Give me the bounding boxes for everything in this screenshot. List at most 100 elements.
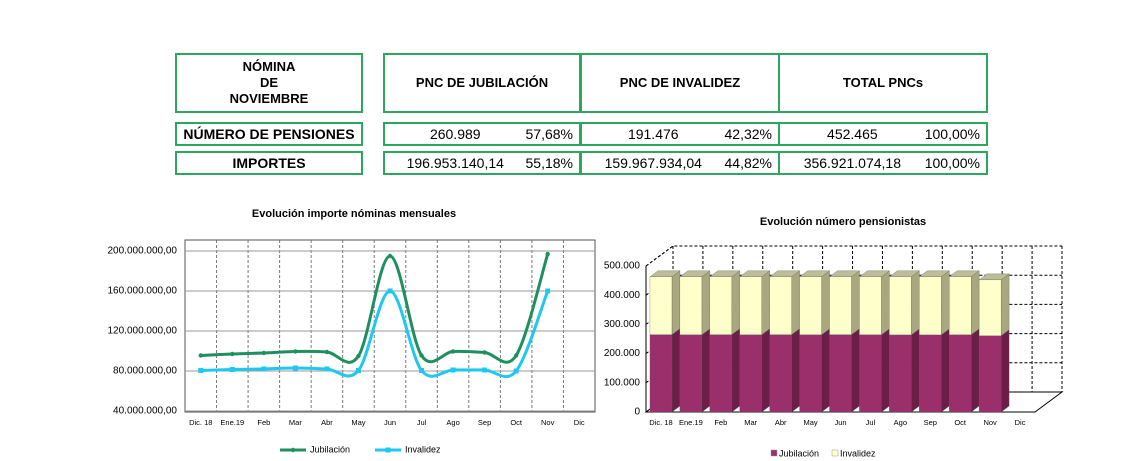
value-cell: 191.476 42,32% <box>580 122 780 146</box>
bar-front <box>919 276 942 336</box>
bar-segment <box>918 270 950 336</box>
bar-side <box>911 328 920 413</box>
point-marker <box>198 368 204 373</box>
legend-swatch <box>770 449 778 457</box>
legend-label: Invalidez <box>405 444 441 454</box>
bar-side <box>671 328 681 413</box>
legend-swatch <box>831 449 839 457</box>
x-tick-label: Abr <box>321 418 333 427</box>
point-marker <box>356 353 361 359</box>
bar-segment <box>859 328 890 413</box>
x-tick-label: Jul <box>866 418 876 427</box>
y-tick-label: 120.000.000,00 <box>107 326 177 337</box>
bar-segment <box>769 270 801 335</box>
bar-side <box>761 328 770 413</box>
bar-front <box>978 279 1002 336</box>
point-marker <box>324 366 330 372</box>
x-tick-label: Feb <box>257 418 270 427</box>
legend-label: Invalidez <box>840 448 876 458</box>
bar-front <box>799 276 822 335</box>
point-marker <box>198 353 203 358</box>
bar-segment <box>649 270 681 335</box>
chart-title: Evolución importe nóminas mensuales <box>252 208 456 220</box>
bar-front <box>829 334 852 413</box>
bar-segment <box>978 273 1010 337</box>
point-marker <box>230 351 235 357</box>
bar-segment <box>858 270 890 336</box>
bar-segment <box>709 328 740 413</box>
chart-title: Evolución número pensionistas <box>760 216 926 228</box>
cell-percent: 100,00% <box>924 126 980 142</box>
x-tick-label: Sep <box>478 418 491 427</box>
bar-front <box>949 276 972 335</box>
point-marker <box>324 349 330 355</box>
cell-percent: 44,82% <box>724 155 772 171</box>
bar-front <box>799 334 822 413</box>
cell-percent: 100,00% <box>924 155 980 171</box>
point-marker <box>261 366 267 372</box>
bar-side <box>941 270 950 336</box>
x-tick-label: May <box>351 418 365 427</box>
column-header: TOTAL PNCs <box>778 53 988 113</box>
cell-percent: 42,32% <box>724 126 772 142</box>
y-tick-label: 400.000 <box>604 290 641 301</box>
bar-side <box>791 270 800 335</box>
bar-front <box>739 334 762 413</box>
x-tick-label: Abr <box>775 418 787 427</box>
point-marker <box>545 251 550 257</box>
x-tick-label: Mar <box>289 418 302 427</box>
bar-segment <box>679 328 711 413</box>
bar-front <box>739 276 762 335</box>
bar-side <box>701 328 711 413</box>
value-cell: 452.465 100,00% <box>778 122 988 146</box>
bar-side <box>881 328 890 413</box>
point-marker <box>261 350 267 356</box>
x-tick-label: Oct <box>510 418 523 427</box>
bar-side <box>1000 329 1010 413</box>
bar-side <box>701 270 711 336</box>
bar-front <box>919 334 942 413</box>
bar-front <box>889 334 912 413</box>
x-tick-label: Jul <box>417 418 427 427</box>
bar-side <box>821 328 830 413</box>
cell-value: 191.476 <box>627 126 679 142</box>
legend-label: Jubilación <box>779 448 819 458</box>
cell-percent: 55,18% <box>525 155 573 171</box>
bar-side <box>761 270 770 336</box>
bar-segment <box>709 270 741 335</box>
x-tick-label: Nov <box>983 418 997 427</box>
x-tick-label: Ago <box>894 418 907 427</box>
bar-front <box>829 276 852 335</box>
point-marker <box>293 349 298 354</box>
bar-front <box>709 334 732 413</box>
x-tick-label: Mar <box>744 418 757 427</box>
bar-segment <box>649 328 681 413</box>
bar-front <box>649 276 673 335</box>
x-tick-label: Jun <box>834 418 846 427</box>
bar-segment <box>949 328 980 413</box>
point-marker <box>419 353 424 358</box>
point-marker <box>292 365 298 371</box>
x-tick-label: Dic <box>574 418 585 427</box>
point-marker <box>450 367 456 373</box>
cell-value: 452.465 <box>827 126 878 142</box>
point-marker <box>355 368 361 373</box>
row-header: IMPORTES <box>175 151 363 175</box>
x-tick-label: Feb <box>714 418 727 427</box>
point-marker <box>513 353 519 358</box>
row-header: NÚMERO DE PENSIONES <box>175 122 363 146</box>
x-tick-label: Sep <box>924 418 937 427</box>
bar-side <box>851 328 860 413</box>
bar-segment <box>948 270 980 336</box>
bar-side <box>941 328 950 413</box>
x-tick-label: Ago <box>446 418 459 427</box>
bar-side <box>851 270 860 335</box>
column-header: PNC DE JUBILACIÓN <box>383 53 581 113</box>
y-tick-label: 500.000 <box>604 261 641 272</box>
cell-value: 159.967.934,04 <box>604 155 702 171</box>
grid-line <box>645 245 1062 267</box>
bar-segment <box>888 270 920 336</box>
bar-front <box>949 334 972 413</box>
y-tick-label: 160.000.000,00 <box>107 286 177 297</box>
bar-front <box>769 334 792 413</box>
